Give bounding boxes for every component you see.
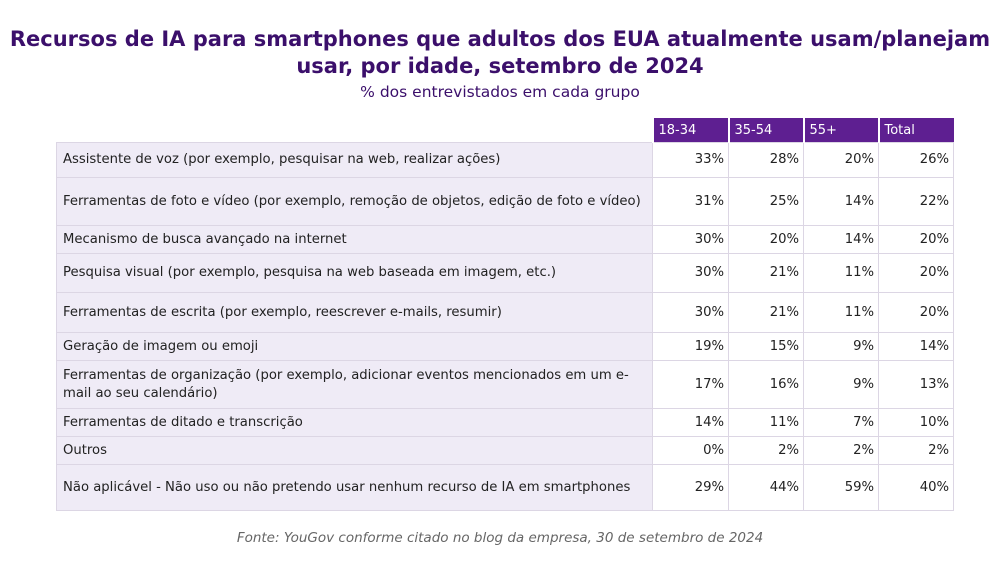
cell-value: 11% <box>803 292 879 333</box>
cell-value: 17% <box>652 360 729 409</box>
cell-value: 20% <box>878 225 954 254</box>
cell-value: 21% <box>728 292 804 333</box>
header-row: 18-34 35-54 55+ Total <box>57 118 954 143</box>
cell-value: 30% <box>652 253 729 293</box>
chart-title-text: Recursos de IA para smartphones que adul… <box>9 27 991 78</box>
row-label: Pesquisa visual (por exemplo, pesquisa n… <box>56 253 653 293</box>
cell-value: 20% <box>878 253 954 293</box>
data-table: 18-34 35-54 55+ Total Assistente de voz … <box>56 118 954 511</box>
column-header: 18-34 <box>651 118 729 143</box>
cell-value: 20% <box>878 292 954 333</box>
table-row: Ferramentas de organização (por exemplo,… <box>56 360 954 409</box>
cell-value: 10% <box>878 408 954 437</box>
cell-value: 0% <box>652 436 729 465</box>
table-row: Geração de imagem ou emoji 19% 15% 9% 14% <box>56 332 954 361</box>
row-label: Ferramentas de organização (por exemplo,… <box>56 360 653 409</box>
row-label: Ferramentas de escrita (por exemplo, ree… <box>56 292 653 333</box>
chart-title: Recursos de IA para smartphones que adul… <box>0 26 1000 80</box>
row-label: Outros <box>56 436 653 465</box>
source-note: Fonte: YouGov conforme citado no blog da… <box>236 530 764 546</box>
cell-value: 9% <box>803 332 879 361</box>
cell-value: 22% <box>878 177 954 226</box>
cell-value: 14% <box>803 177 879 226</box>
cell-value: 13% <box>878 360 954 409</box>
table-row: Assistente de voz (por exemplo, pesquisa… <box>56 142 954 178</box>
table-row: Não aplicável - Não uso ou não pretendo … <box>56 464 954 511</box>
cell-value: 9% <box>803 360 879 409</box>
column-header: Total <box>877 118 954 143</box>
cell-value: 19% <box>652 332 729 361</box>
cell-value: 14% <box>803 225 879 254</box>
chart-subtitle: % dos entrevistados em cada grupo <box>360 83 640 101</box>
cell-value: 44% <box>728 464 804 511</box>
cell-value: 30% <box>652 225 729 254</box>
cell-value: 2% <box>878 436 954 465</box>
header-blank <box>57 118 653 143</box>
table-row: Ferramentas de escrita (por exemplo, ree… <box>56 292 954 333</box>
row-label: Geração de imagem ou emoji <box>56 332 653 361</box>
cell-value: 31% <box>652 177 729 226</box>
cell-value: 2% <box>803 436 879 465</box>
cell-value: 59% <box>803 464 879 511</box>
row-label: Não aplicável - Não uso ou não pretendo … <box>56 464 653 511</box>
table-row: Outros 0% 2% 2% 2% <box>56 436 954 465</box>
row-label: Ferramentas de foto e vídeo (por exemplo… <box>56 177 653 226</box>
cell-value: 20% <box>803 142 879 178</box>
cell-value: 21% <box>728 253 804 293</box>
cell-value: 25% <box>728 177 804 226</box>
table-row: Ferramentas de foto e vídeo (por exemplo… <box>56 177 954 226</box>
cell-value: 7% <box>803 408 879 437</box>
cell-value: 14% <box>878 332 954 361</box>
table-row: Pesquisa visual (por exemplo, pesquisa n… <box>56 253 954 293</box>
cell-value: 14% <box>652 408 729 437</box>
row-label: Mecanismo de busca avançado na internet <box>56 225 653 254</box>
row-label: Assistente de voz (por exemplo, pesquisa… <box>56 142 653 178</box>
column-header: 55+ <box>802 118 879 143</box>
cell-value: 11% <box>803 253 879 293</box>
row-label: Ferramentas de ditado e transcrição <box>56 408 653 437</box>
table-body: Assistente de voz (por exemplo, pesquisa… <box>56 142 954 511</box>
cell-value: 20% <box>728 225 804 254</box>
cell-value: 28% <box>728 142 804 178</box>
cell-value: 33% <box>652 142 729 178</box>
cell-value: 16% <box>728 360 804 409</box>
cell-value: 2% <box>728 436 804 465</box>
cell-value: 29% <box>652 464 729 511</box>
column-header: 35-54 <box>727 118 804 143</box>
cell-value: 40% <box>878 464 954 511</box>
cell-value: 26% <box>878 142 954 178</box>
cell-value: 15% <box>728 332 804 361</box>
table-row: Mecanismo de busca avançado na internet 3… <box>56 225 954 254</box>
cell-value: 30% <box>652 292 729 333</box>
cell-value: 11% <box>728 408 804 437</box>
table-row: Ferramentas de ditado e transcrição 14% 11… <box>56 408 954 437</box>
